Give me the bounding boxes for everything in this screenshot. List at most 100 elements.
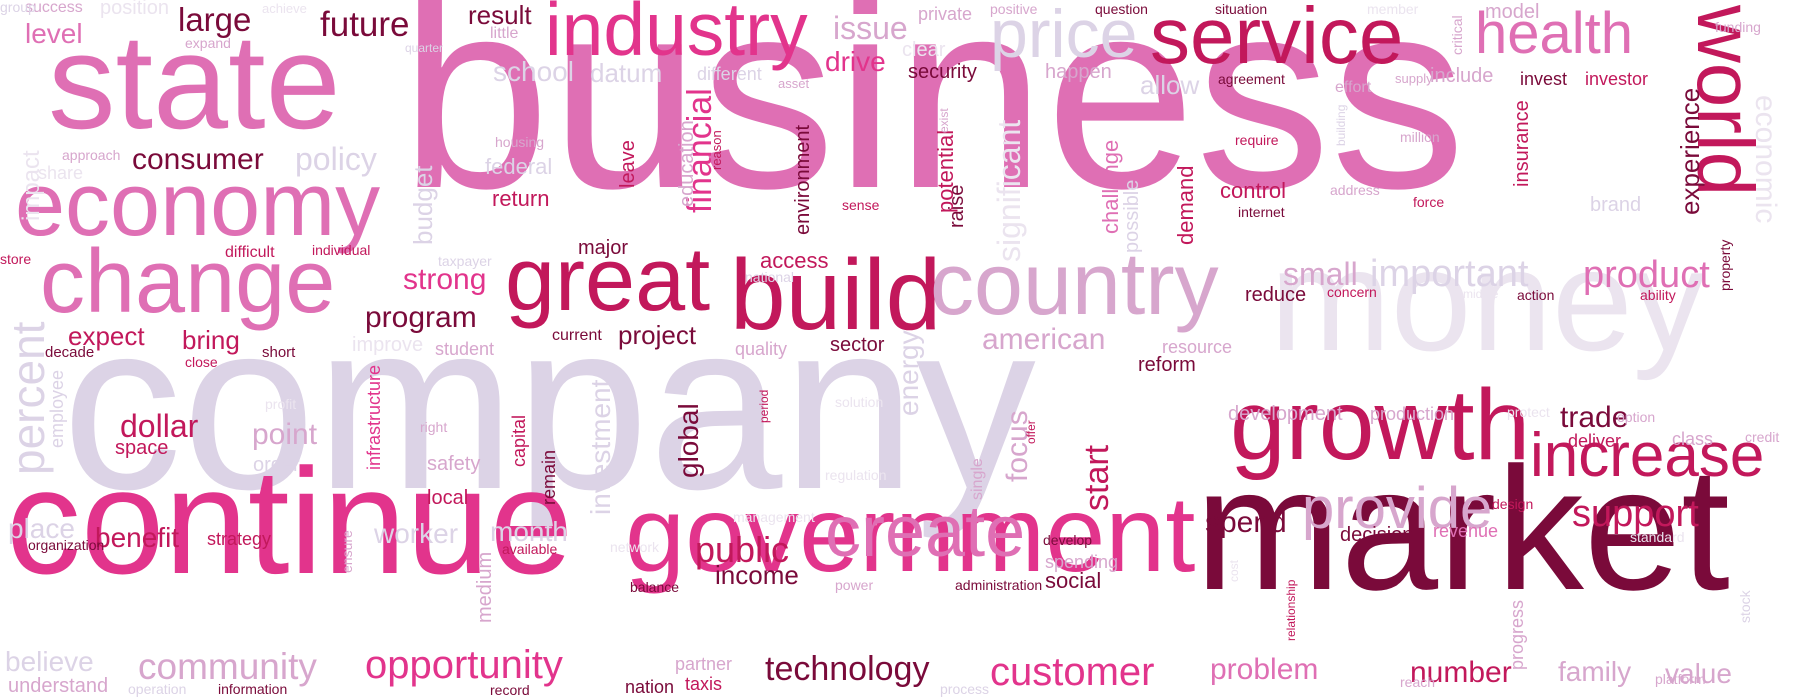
- word-expand: expand: [185, 35, 231, 51]
- word-require: require: [1235, 132, 1279, 148]
- word-quarter: quarter: [405, 41, 444, 55]
- word-investment: investment: [585, 379, 616, 515]
- word-allow: allow: [1140, 70, 1200, 100]
- word-build: build: [730, 239, 942, 351]
- word-month: month: [490, 516, 568, 547]
- word-reduce: reduce: [1245, 284, 1307, 306]
- word-provide: provide: [1302, 476, 1493, 541]
- word-infrastructure: infrastructure: [364, 364, 384, 470]
- word-believe: believe: [5, 646, 94, 677]
- word-space: space: [115, 437, 169, 459]
- word-change: change: [40, 232, 336, 332]
- word-leave: leave: [617, 140, 639, 188]
- word-happen: happen: [1045, 61, 1112, 83]
- word-asset: asset: [778, 76, 810, 91]
- word-single: single: [969, 458, 986, 500]
- word-national: national: [745, 269, 795, 285]
- word-situation: situation: [1215, 1, 1268, 17]
- word-create: create: [825, 492, 1026, 572]
- word-close: close: [185, 354, 218, 370]
- word-right: right: [420, 419, 448, 435]
- word-opportunity: opportunity: [365, 643, 563, 687]
- word-little: little: [490, 25, 519, 42]
- word-understand: understand: [8, 675, 109, 697]
- word-quality: quality: [735, 339, 788, 359]
- word-global: global: [673, 403, 704, 478]
- word-critical: critical: [1449, 15, 1465, 55]
- word-issue: issue: [833, 10, 908, 46]
- word-exist: exist: [937, 108, 951, 133]
- word-reach: reach: [1400, 674, 1436, 690]
- word-impact: impact: [18, 150, 45, 221]
- word-place: place: [8, 513, 75, 544]
- word-ability: ability: [1640, 287, 1676, 303]
- word-success: success: [25, 0, 83, 16]
- word-energy: energy: [893, 330, 924, 416]
- word-drive: drive: [825, 46, 886, 77]
- word-develop: develop: [1043, 532, 1093, 548]
- word-increase: increase: [1530, 421, 1765, 490]
- word-private: private: [918, 4, 973, 24]
- word-return: return: [492, 186, 550, 211]
- word-question: question: [1095, 1, 1148, 17]
- word-service: service: [1150, 0, 1404, 80]
- word-expect: expect: [68, 321, 145, 351]
- word-model: model: [1485, 1, 1540, 23]
- word-country: country: [930, 234, 1219, 333]
- word-federal: federal: [485, 154, 553, 179]
- word-major: major: [578, 237, 629, 259]
- word-future: future: [320, 5, 410, 44]
- word-continue: continue: [6, 437, 574, 605]
- word-share: share: [38, 163, 84, 183]
- word-spending: spending: [1045, 552, 1119, 572]
- word-support: support: [1572, 493, 1699, 535]
- word-security: security: [908, 61, 977, 83]
- word-class: class: [1672, 429, 1714, 449]
- word-sense: sense: [842, 197, 880, 213]
- word-funding: funding: [1715, 19, 1761, 35]
- word-organization: organization: [28, 537, 105, 553]
- word-result: result: [468, 0, 532, 30]
- word-million: million: [1400, 129, 1440, 145]
- word-policy: policy: [295, 141, 377, 177]
- word-problem: problem: [1210, 653, 1319, 686]
- word-great: great: [505, 230, 711, 330]
- word-agreement: agreement: [1218, 71, 1285, 87]
- word-building: building: [1334, 104, 1348, 146]
- word-worker: worker: [374, 518, 459, 549]
- word-taxis: taxis: [685, 674, 723, 694]
- word-force: force: [1413, 194, 1445, 210]
- word-decade: decade: [45, 344, 95, 361]
- word-address: address: [1330, 182, 1380, 198]
- word-management: management: [733, 509, 815, 525]
- word-taxpayer: taxpayer: [438, 253, 492, 269]
- word-position: position: [100, 0, 169, 19]
- word-student: student: [435, 339, 495, 359]
- word-remain: remain: [539, 449, 559, 505]
- word-value: value: [1665, 658, 1732, 689]
- word-environment: environment: [792, 124, 814, 235]
- word-family: family: [1558, 656, 1632, 687]
- word-program: program: [365, 301, 477, 334]
- word-state: state: [48, 6, 341, 157]
- word-invest: invest: [1520, 69, 1568, 89]
- word-local: local: [427, 487, 469, 509]
- word-individual: individual: [312, 242, 371, 258]
- word-economy: economy: [15, 155, 381, 255]
- word-public: public: [695, 529, 790, 570]
- word-deliver: deliver: [1568, 431, 1622, 451]
- word-partner: partner: [675, 654, 733, 674]
- word-record: record: [490, 682, 530, 698]
- word-progress: progress: [1507, 599, 1527, 670]
- word-point: point: [252, 418, 318, 451]
- word-property: property: [1717, 239, 1733, 291]
- word-social: social: [1045, 568, 1102, 593]
- word-project: project: [618, 320, 697, 350]
- word-small: small: [1283, 256, 1358, 292]
- word-spend: spend: [1205, 506, 1287, 539]
- word-operation: operation: [128, 681, 187, 697]
- word-relationship: relationship: [1284, 579, 1298, 641]
- word-growth: growth: [1230, 369, 1531, 481]
- word-access: access: [760, 248, 829, 273]
